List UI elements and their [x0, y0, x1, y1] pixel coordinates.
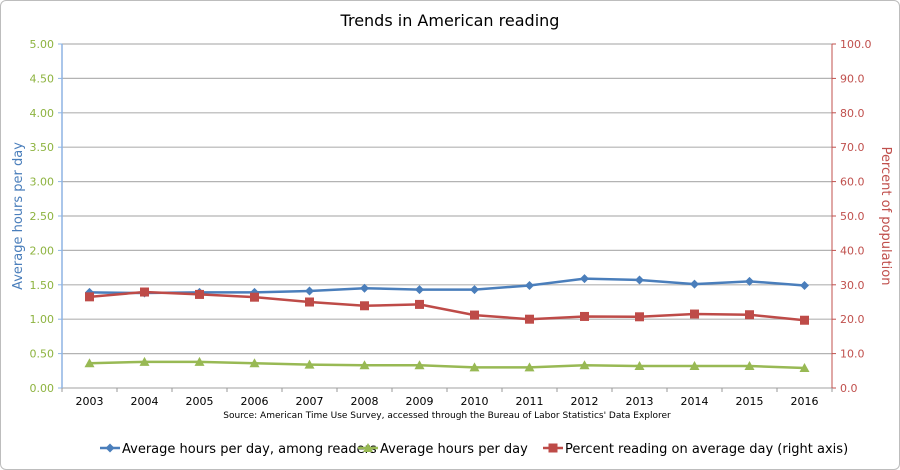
left-tick-label: 1.00 [30, 313, 55, 326]
data-point [194, 356, 205, 366]
data-point [85, 292, 94, 302]
data-point [635, 275, 644, 285]
data-point [635, 312, 644, 322]
series-line [89, 360, 805, 370]
data-point [139, 356, 150, 366]
right-tick-label: 0.0 [840, 382, 858, 395]
left-axis-title: Average hours per day [11, 142, 26, 290]
data-point [415, 299, 424, 309]
series-2 [84, 356, 810, 373]
data-point [414, 360, 425, 370]
data-point [689, 360, 700, 370]
legend-label: Percent reading on average day (right ax… [565, 442, 848, 457]
data-point [634, 360, 645, 370]
right-tick-label: 20.0 [840, 313, 865, 326]
left-tick-label: 0.00 [30, 382, 55, 395]
right-tick-label: 80.0 [840, 107, 865, 120]
data-point [360, 301, 369, 311]
data-point [470, 285, 479, 295]
data-point [580, 311, 589, 321]
data-point [84, 358, 95, 368]
data-point [690, 309, 699, 319]
data-point [359, 360, 370, 370]
data-point [800, 280, 809, 290]
left-tick-label: 4.00 [30, 107, 55, 120]
left-tick-label: 0.50 [30, 348, 55, 361]
chart-title: Trends in American reading [340, 11, 560, 30]
left-tick-label: 1.50 [30, 279, 55, 292]
left-tick-label: 4.50 [30, 72, 55, 85]
data-point [690, 279, 699, 289]
data-point [799, 363, 810, 373]
right-tick-label: 60.0 [840, 176, 865, 189]
x-tick-label: 2010 [461, 395, 489, 408]
data-point [195, 289, 204, 299]
x-tick-label: 2004 [131, 395, 159, 408]
right-tick-label: 70.0 [840, 141, 865, 154]
x-tick-label: 2016 [791, 395, 819, 408]
x-tick-label: 2011 [516, 395, 544, 408]
x-tick-label: 2007 [296, 395, 324, 408]
left-tick-label: 3.00 [30, 176, 55, 189]
data-point [470, 310, 479, 320]
legend-marker [363, 443, 373, 452]
legend-item: Percent reading on average day (right ax… [543, 442, 848, 457]
legend-label: Average hours per day, among readers [122, 442, 377, 457]
data-point [525, 314, 534, 324]
legend-marker [548, 443, 558, 453]
right-axis-title: Percent of population [878, 147, 893, 286]
x-tick-label: 2006 [241, 395, 269, 408]
left-tick-label: 2.00 [30, 244, 55, 257]
legend-label: Average hours per day [380, 442, 528, 457]
series-3 [85, 287, 809, 325]
data-point [745, 276, 754, 286]
x-tick-label: 2013 [626, 395, 654, 408]
left-tick-label: 3.50 [30, 141, 55, 154]
right-tick-label: 100.0 [840, 38, 872, 51]
right-tick-label: 30.0 [840, 279, 865, 292]
right-tick-label: 50.0 [840, 210, 865, 223]
data-point [800, 315, 809, 325]
x-tick-label: 2005 [186, 395, 214, 408]
data-point [249, 358, 260, 368]
x-tick-label: 2009 [406, 395, 434, 408]
x-tick-label: 2003 [76, 395, 104, 408]
data-point [745, 310, 754, 320]
left-tick-label: 5.00 [30, 38, 55, 51]
data-point [524, 362, 535, 372]
data-point [579, 360, 590, 370]
data-point [304, 359, 315, 369]
legend-item: Average hours per day, among readers [100, 442, 377, 457]
data-point [305, 286, 314, 296]
right-tick-label: 40.0 [840, 244, 865, 257]
data-point [744, 360, 755, 370]
legend-item: Average hours per day [358, 442, 528, 457]
right-tick-label: 10.0 [840, 348, 865, 361]
data-point [305, 297, 314, 307]
x-tick-label: 2008 [351, 395, 379, 408]
data-point [140, 287, 149, 297]
data-point [250, 292, 259, 302]
data-point [415, 285, 424, 295]
data-point [580, 274, 589, 284]
right-tick-label: 90.0 [840, 72, 865, 85]
data-point [525, 280, 534, 290]
data-point [360, 283, 369, 293]
series-line [89, 277, 805, 295]
source-note: Source: American Time Use Survey, access… [223, 411, 671, 421]
x-tick-label: 2015 [736, 395, 764, 408]
x-tick-label: 2012 [571, 395, 599, 408]
left-tick-label: 2.50 [30, 210, 55, 223]
series-line [89, 290, 805, 322]
legend-marker [105, 443, 115, 453]
data-point [469, 362, 480, 372]
x-tick-label: 2014 [681, 395, 709, 408]
